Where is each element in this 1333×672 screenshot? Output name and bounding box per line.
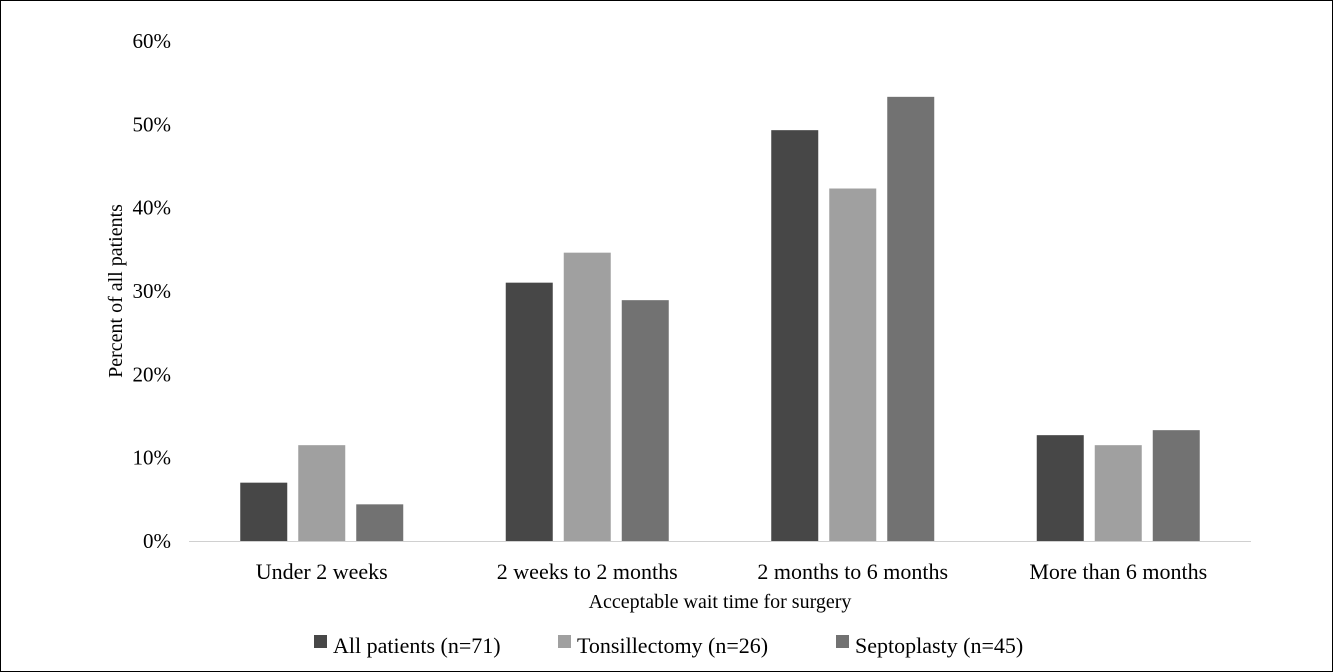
y-tick-label: 50% xyxy=(133,112,172,136)
bar-2-2 xyxy=(887,97,934,541)
x-axis-categories: Under 2 weeks 2 weeks to 2 months 2 months… xyxy=(256,559,1207,584)
bar-1-0 xyxy=(506,283,553,541)
legend: All patients (n=71) Tonsillectomy (n=26) S… xyxy=(314,633,1023,658)
bar-2-1 xyxy=(829,189,876,542)
x-category-label: More than 6 months xyxy=(1029,559,1207,584)
x-category-label: Under 2 weeks xyxy=(256,559,388,584)
legend-swatch xyxy=(558,635,571,648)
legend-swatch xyxy=(314,635,327,648)
bar-0-1 xyxy=(298,445,345,541)
bar-3-0 xyxy=(1037,435,1084,541)
x-axis-title: Acceptable wait time for surgery xyxy=(589,591,852,613)
x-category-label: 2 weeks to 2 months xyxy=(497,559,678,584)
bar-0-2 xyxy=(356,504,403,541)
bar-2-0 xyxy=(771,130,818,541)
bars xyxy=(240,97,1200,541)
y-tick-label: 30% xyxy=(133,279,172,303)
y-tick-label: 0% xyxy=(143,529,171,553)
y-tick-label: 20% xyxy=(133,362,172,386)
y-tick-label: 40% xyxy=(133,196,172,220)
y-axis-title: Percent of all patients xyxy=(105,204,127,378)
x-category-label: 2 months to 6 months xyxy=(757,559,948,584)
y-tick-label: 10% xyxy=(133,446,172,470)
legend-label: All patients (n=71) xyxy=(333,633,501,658)
legend-label: Septoplasty (n=45) xyxy=(855,633,1023,658)
legend-label: Tonsillectomy (n=26) xyxy=(577,633,768,658)
legend-swatch xyxy=(836,635,849,648)
bar-1-1 xyxy=(564,253,611,541)
bar-1-2 xyxy=(622,300,669,541)
y-axis-ticks: 0% 10% 20% 30% 40% 50% 60% xyxy=(133,29,172,553)
bar-0-0 xyxy=(240,483,287,541)
bar-3-1 xyxy=(1095,445,1142,541)
y-tick-label: 60% xyxy=(133,29,172,53)
bar-3-2 xyxy=(1153,430,1200,541)
